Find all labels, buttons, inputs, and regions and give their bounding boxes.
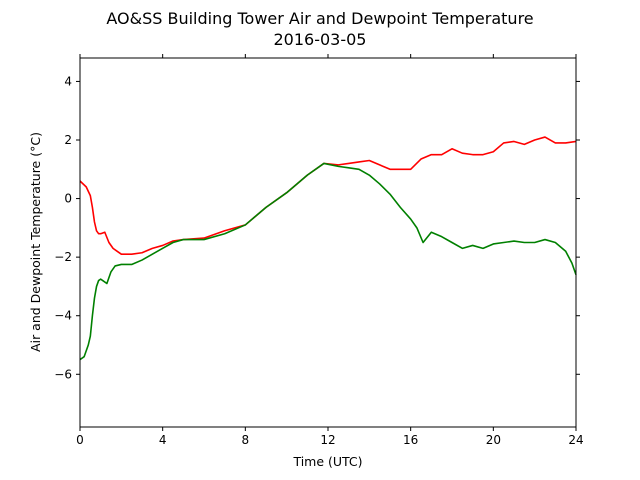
x-tick-label: 4 — [159, 433, 167, 447]
x-tick-label: 12 — [320, 433, 335, 447]
chart-title: AO&SS Building Tower Air and Dewpoint Te… — [106, 9, 533, 28]
y-tick-label: −4 — [54, 309, 72, 323]
y-axis-label: Air and Dewpoint Temperature (°C) — [28, 132, 43, 352]
x-tick-label: 24 — [568, 433, 583, 447]
x-tick-label: 8 — [242, 433, 250, 447]
chart-subtitle: 2016-03-05 — [274, 30, 367, 49]
y-tick-label: 2 — [64, 133, 72, 147]
x-tick-label: 16 — [403, 433, 418, 447]
x-tick-label: 0 — [76, 433, 84, 447]
y-tick-label: 0 — [64, 192, 72, 206]
series-line-1 — [79, 162, 577, 361]
y-tick-label: 4 — [64, 74, 72, 88]
y-tick-label: −6 — [54, 367, 72, 381]
y-tick-label: −2 — [54, 250, 72, 264]
x-axis-label: Time (UTC) — [292, 454, 362, 469]
x-tick-label: 20 — [486, 433, 501, 447]
